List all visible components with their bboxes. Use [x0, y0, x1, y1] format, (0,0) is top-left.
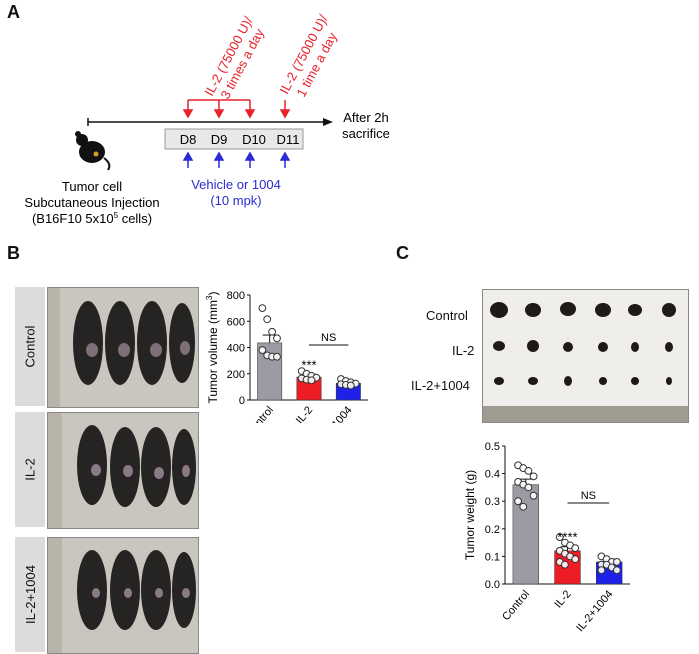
- treatment-label-2: (10 mpk): [210, 193, 261, 208]
- tumors-photo: [482, 289, 689, 423]
- panel-label-b: B: [7, 243, 20, 263]
- data-point: [307, 376, 316, 385]
- data-point: [613, 558, 621, 566]
- data-point: [529, 472, 538, 481]
- il2-arrows: [182, 100, 291, 119]
- injection-label-2: Subcutaneous Injection: [24, 195, 159, 210]
- data-point: [263, 315, 272, 324]
- days-box: [164, 128, 304, 150]
- x-tick-label: IL-2+1004: [313, 404, 354, 423]
- data-point: [529, 491, 538, 500]
- tumor-row-label: IL-2: [452, 343, 475, 358]
- x-tick-label: IL-2+1004: [574, 588, 615, 634]
- timeline-arrowhead: [323, 118, 333, 126]
- data-point: [273, 334, 281, 343]
- data-point: [524, 483, 533, 492]
- schedule-diagram: IL-2 (75000 U)/ 3 times a day IL-2 (7500…: [24, 12, 390, 226]
- data-point: [258, 304, 267, 313]
- y-tick-label: 0.3: [485, 496, 500, 508]
- y-tick-label: 600: [227, 316, 245, 328]
- data-point: [519, 502, 528, 511]
- mice-photo-il2: [47, 412, 199, 529]
- data-point: [258, 346, 267, 355]
- data-point: [561, 560, 569, 569]
- mice-photo-il2-1004: [47, 537, 199, 654]
- ns-label: NS: [581, 490, 596, 502]
- after-label-2: sacrifice: [342, 126, 390, 141]
- data-point: [613, 566, 621, 575]
- y-tick-label: 400: [227, 343, 245, 355]
- day-label: D10: [242, 132, 266, 147]
- y-tick-label: 0.2: [485, 524, 500, 536]
- chart-tumor-weight: 0.0 0.1 0.2 0.3 0.4 0.5 Tumor weight (g) Contro…: [463, 441, 630, 634]
- tumor-row-label: Control: [426, 308, 468, 323]
- day-label: D8: [180, 132, 197, 147]
- treatment-arrows: [182, 151, 291, 168]
- photo-side-label: Control: [15, 287, 45, 406]
- day-label: D9: [211, 132, 228, 147]
- day-label: D11: [277, 132, 300, 147]
- data-point: [268, 327, 277, 336]
- data-point: [273, 352, 281, 361]
- treatment-label-1: Vehicle or 1004: [191, 177, 281, 192]
- y-tick-label: 800: [227, 290, 245, 302]
- panel-label-c: C: [396, 243, 409, 263]
- x-tick-label: IL-2: [552, 588, 573, 610]
- x-tick-label: IL-2: [294, 404, 315, 423]
- y-tick-label: 0.4: [485, 469, 500, 481]
- data-point: [597, 566, 606, 575]
- significance-label: ***: [301, 357, 316, 372]
- data-point: [524, 466, 533, 475]
- tumor-row-label: IL-2+1004: [411, 378, 470, 393]
- ns-label: NS: [321, 332, 336, 344]
- data-point: [555, 533, 564, 541]
- y-axis-label: Tumor volume (mm3): [205, 291, 220, 403]
- y-tick-label: 0.5: [485, 441, 500, 453]
- y-tick-label: 0.1: [485, 551, 500, 563]
- data-point: [571, 544, 580, 553]
- y-tick-label: 0.0: [485, 579, 500, 591]
- injection-label-3: (B16F10 5x105 cells): [32, 211, 152, 226]
- x-tick-label: Control: [500, 588, 532, 623]
- data-point: [571, 555, 580, 564]
- photo-side-label: IL-2+1004: [15, 537, 45, 652]
- chart-tumor-volume: 0 200 400 600 800 Tumor volume (mm3) Control IL…: [205, 290, 368, 423]
- injection-label-1: Tumor cell: [62, 179, 122, 194]
- photo-side-label: IL-2: [15, 412, 45, 527]
- y-tick-label: 200: [227, 369, 245, 381]
- mice-photo-control: [47, 287, 199, 408]
- significance-label: ****: [557, 530, 577, 545]
- panel-label-a: A: [7, 2, 20, 22]
- data-point: [346, 381, 355, 390]
- y-axis-label: Tumor weight (g): [463, 470, 477, 560]
- x-tick-label: Control: [244, 404, 276, 423]
- y-tick-label: 0: [239, 395, 245, 407]
- after-label-1: After 2h: [343, 110, 389, 125]
- data-point: [514, 497, 522, 506]
- mouse-icon: [75, 131, 111, 171]
